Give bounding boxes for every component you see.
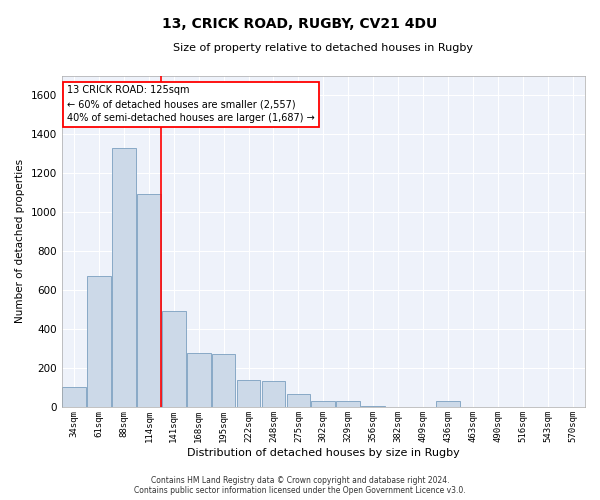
Title: Size of property relative to detached houses in Rugby: Size of property relative to detached ho… <box>173 42 473 52</box>
X-axis label: Distribution of detached houses by size in Rugby: Distribution of detached houses by size … <box>187 448 460 458</box>
Bar <box>137 194 161 407</box>
Bar <box>212 354 235 407</box>
Bar <box>237 380 260 407</box>
Bar <box>62 388 86 407</box>
Bar <box>361 406 385 407</box>
Text: 13 CRICK ROAD: 125sqm
← 60% of detached houses are smaller (2,557)
40% of semi-d: 13 CRICK ROAD: 125sqm ← 60% of detached … <box>67 86 314 124</box>
Bar <box>112 148 136 407</box>
Bar <box>87 276 111 407</box>
Bar <box>337 401 360 407</box>
Bar <box>311 401 335 407</box>
Text: Contains HM Land Registry data © Crown copyright and database right 2024.
Contai: Contains HM Land Registry data © Crown c… <box>134 476 466 495</box>
Y-axis label: Number of detached properties: Number of detached properties <box>15 159 25 324</box>
Bar <box>262 380 286 407</box>
Text: 13, CRICK ROAD, RUGBY, CV21 4DU: 13, CRICK ROAD, RUGBY, CV21 4DU <box>163 18 437 32</box>
Bar <box>187 354 211 407</box>
Bar <box>436 401 460 407</box>
Bar <box>287 394 310 407</box>
Bar <box>162 312 185 407</box>
